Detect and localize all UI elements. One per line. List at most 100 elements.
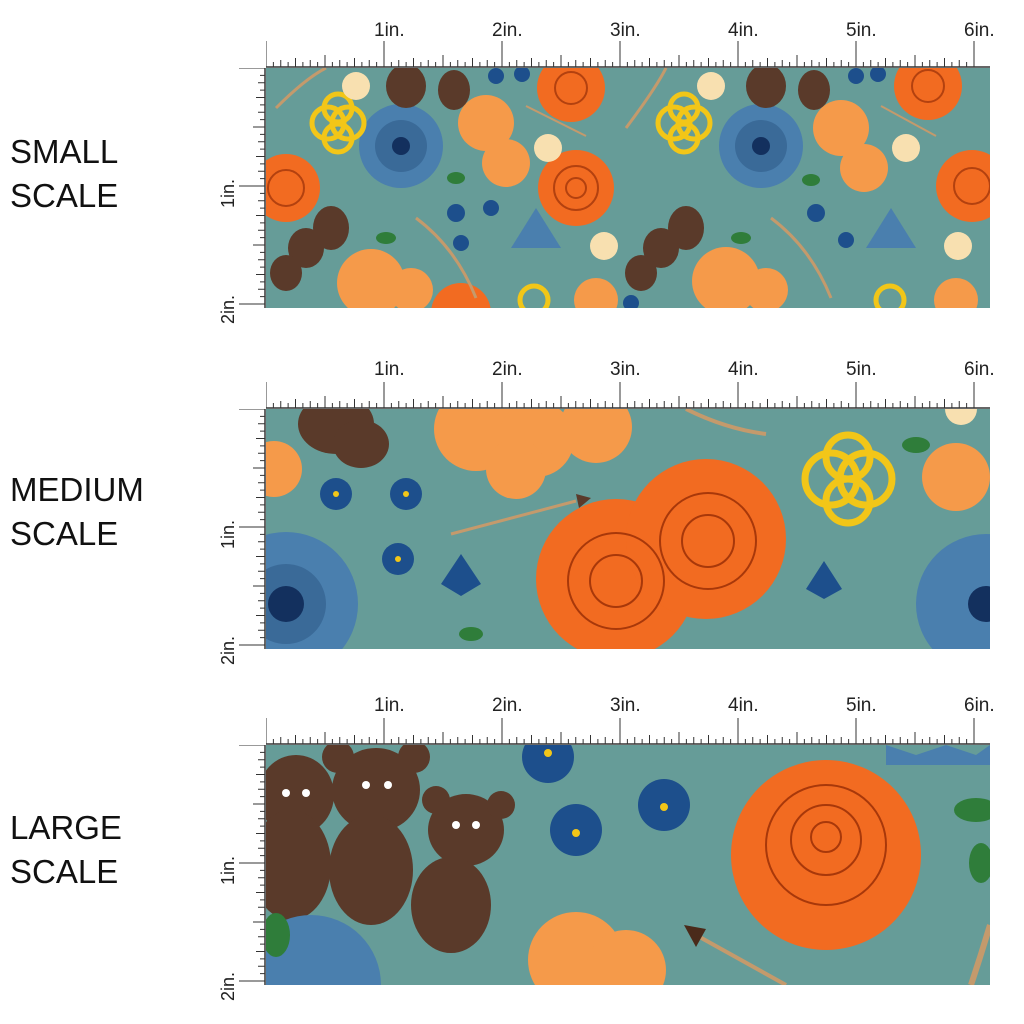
marigold-icon (813, 100, 888, 192)
ruler-side-ticks-icon (239, 408, 266, 649)
ruler-label-3in: 3in. (610, 20, 641, 41)
bear-icon (386, 68, 830, 110)
bear-icon (322, 745, 430, 925)
fabric-swatch-medium (266, 409, 990, 649)
ruler-label-5in: 5in. (846, 695, 877, 716)
ruler-label-2in: 2in. (492, 695, 523, 716)
forget-me-not-icon (333, 491, 409, 562)
scale-label-line1: LARGE (10, 809, 122, 846)
bow-icon (274, 68, 833, 299)
leaf-icon (266, 798, 990, 957)
ruler-side-label-1in: 1in. (218, 855, 238, 885)
bear-icon (266, 755, 334, 920)
dahlia-icon (886, 745, 990, 765)
ruler-label-4in: 4in. (728, 695, 759, 716)
dahlia-icon (266, 532, 358, 649)
arrow-icon (450, 499, 577, 536)
scale-label-line2: SCALE (10, 515, 119, 552)
rose-icon (266, 154, 320, 222)
bear-icon (298, 409, 389, 468)
scale-label-line1: MEDIUM (10, 471, 144, 508)
marigold-icon (434, 409, 632, 499)
leaf-icon (376, 172, 820, 244)
ruler-side-label-1in: 1in. (218, 519, 238, 549)
rose-icon (731, 760, 921, 950)
dahlia-icon (916, 534, 990, 649)
lily-icon (342, 72, 972, 260)
lily-icon (945, 409, 977, 425)
rose-icon (536, 459, 786, 649)
ruler-side-label-2in: 2in. (218, 971, 238, 1001)
ruler-label-6in: 6in. (964, 20, 995, 41)
ruler-label-6in: 6in. (964, 359, 995, 380)
ruler-label-1in: 1in. (374, 20, 405, 41)
rose-icon (537, 68, 605, 122)
ruler-label-1in: 1in. (374, 359, 405, 380)
dahlia-icon (266, 915, 381, 985)
ruler-ticks-icon (265, 41, 990, 68)
celtic-knot-icon (517, 283, 907, 308)
fabric-swatch-large (266, 745, 990, 985)
leaf-icon (459, 437, 930, 641)
ruler-label-4in: 4in. (728, 20, 759, 41)
arrow-head-icon (576, 494, 591, 508)
ruler-side-label-2in: 2in. (218, 635, 238, 665)
forget-me-not-icon (522, 745, 690, 856)
ruler-top-small: 1in. 2in. 3in. 4in. 5in. 6in. (265, 20, 995, 68)
marigold-icon (692, 247, 788, 308)
ruler-left-large: 1in. 2in. (218, 744, 266, 1001)
celtic-knot-icon (309, 91, 367, 155)
marigold-icon (337, 249, 433, 308)
ruler-label-2in: 2in. (492, 20, 523, 41)
marigold-icon (528, 912, 666, 985)
ruler-label-5in: 5in. (846, 20, 877, 41)
rose-icon (936, 150, 990, 222)
rose-icon (431, 283, 491, 308)
dahlia-icon (719, 104, 803, 188)
medium-scale-label: MEDIUM SCALE (10, 468, 144, 556)
marigold-icon (574, 278, 978, 308)
ruler-label-5in: 5in. (846, 359, 877, 380)
small-scale-label: SMALL SCALE (10, 130, 118, 218)
forget-me-not-icon (447, 68, 886, 308)
ruler-ticks-icon (265, 382, 990, 409)
floral-pattern-small (266, 68, 990, 308)
floral-pattern-large (266, 745, 990, 985)
rose-icon (538, 150, 614, 226)
arrow-icon (525, 105, 937, 137)
ruler-top-medium: 1in. 2in. 3in. 4in. 5in. 6in. (265, 359, 995, 409)
ruler-left-small: 1in. 2in. (218, 67, 266, 324)
marigold-icon (458, 95, 530, 187)
ruler-side-label-2in: 2in. (218, 294, 238, 324)
celtic-knot-icon (801, 431, 896, 527)
ruler-label-2in: 2in. (492, 359, 523, 380)
bear-icon (270, 206, 704, 291)
rose-icon (894, 68, 962, 120)
ruler-side-ticks-icon (239, 744, 266, 985)
ruler-label-3in: 3in. (610, 695, 641, 716)
arrow-head-icon (684, 925, 706, 947)
scale-label-line2: SCALE (10, 177, 119, 214)
dahlia-icon (511, 208, 916, 248)
ruler-left-medium: 1in. 2in. (218, 408, 266, 665)
scale-label-line2: SCALE (10, 853, 119, 890)
bow-icon (968, 924, 990, 985)
ruler-ticks-icon (265, 718, 990, 745)
marigold-icon (266, 441, 990, 511)
ruler-label-4in: 4in. (728, 359, 759, 380)
ruler-label-3in: 3in. (610, 359, 641, 380)
floral-pattern-medium (266, 409, 990, 649)
ruler-side-ticks-icon (239, 67, 266, 308)
large-scale-label: LARGE SCALE (10, 806, 122, 894)
ruler-label-6in: 6in. (964, 695, 995, 716)
dahlia-icon (359, 104, 443, 188)
fabric-swatch-small (266, 68, 990, 308)
scale-label-line1: SMALL (10, 133, 119, 170)
ruler-label-1in: 1in. (374, 695, 405, 716)
ruler-top-large: 1in. 2in. 3in. 4in. 5in. 6in. (265, 695, 995, 745)
celtic-knot-icon (655, 91, 713, 155)
cornflower-icon (441, 554, 842, 599)
bow-icon (685, 409, 767, 436)
ruler-side-label-1in: 1in. (218, 178, 238, 208)
arrow-icon (695, 933, 787, 985)
